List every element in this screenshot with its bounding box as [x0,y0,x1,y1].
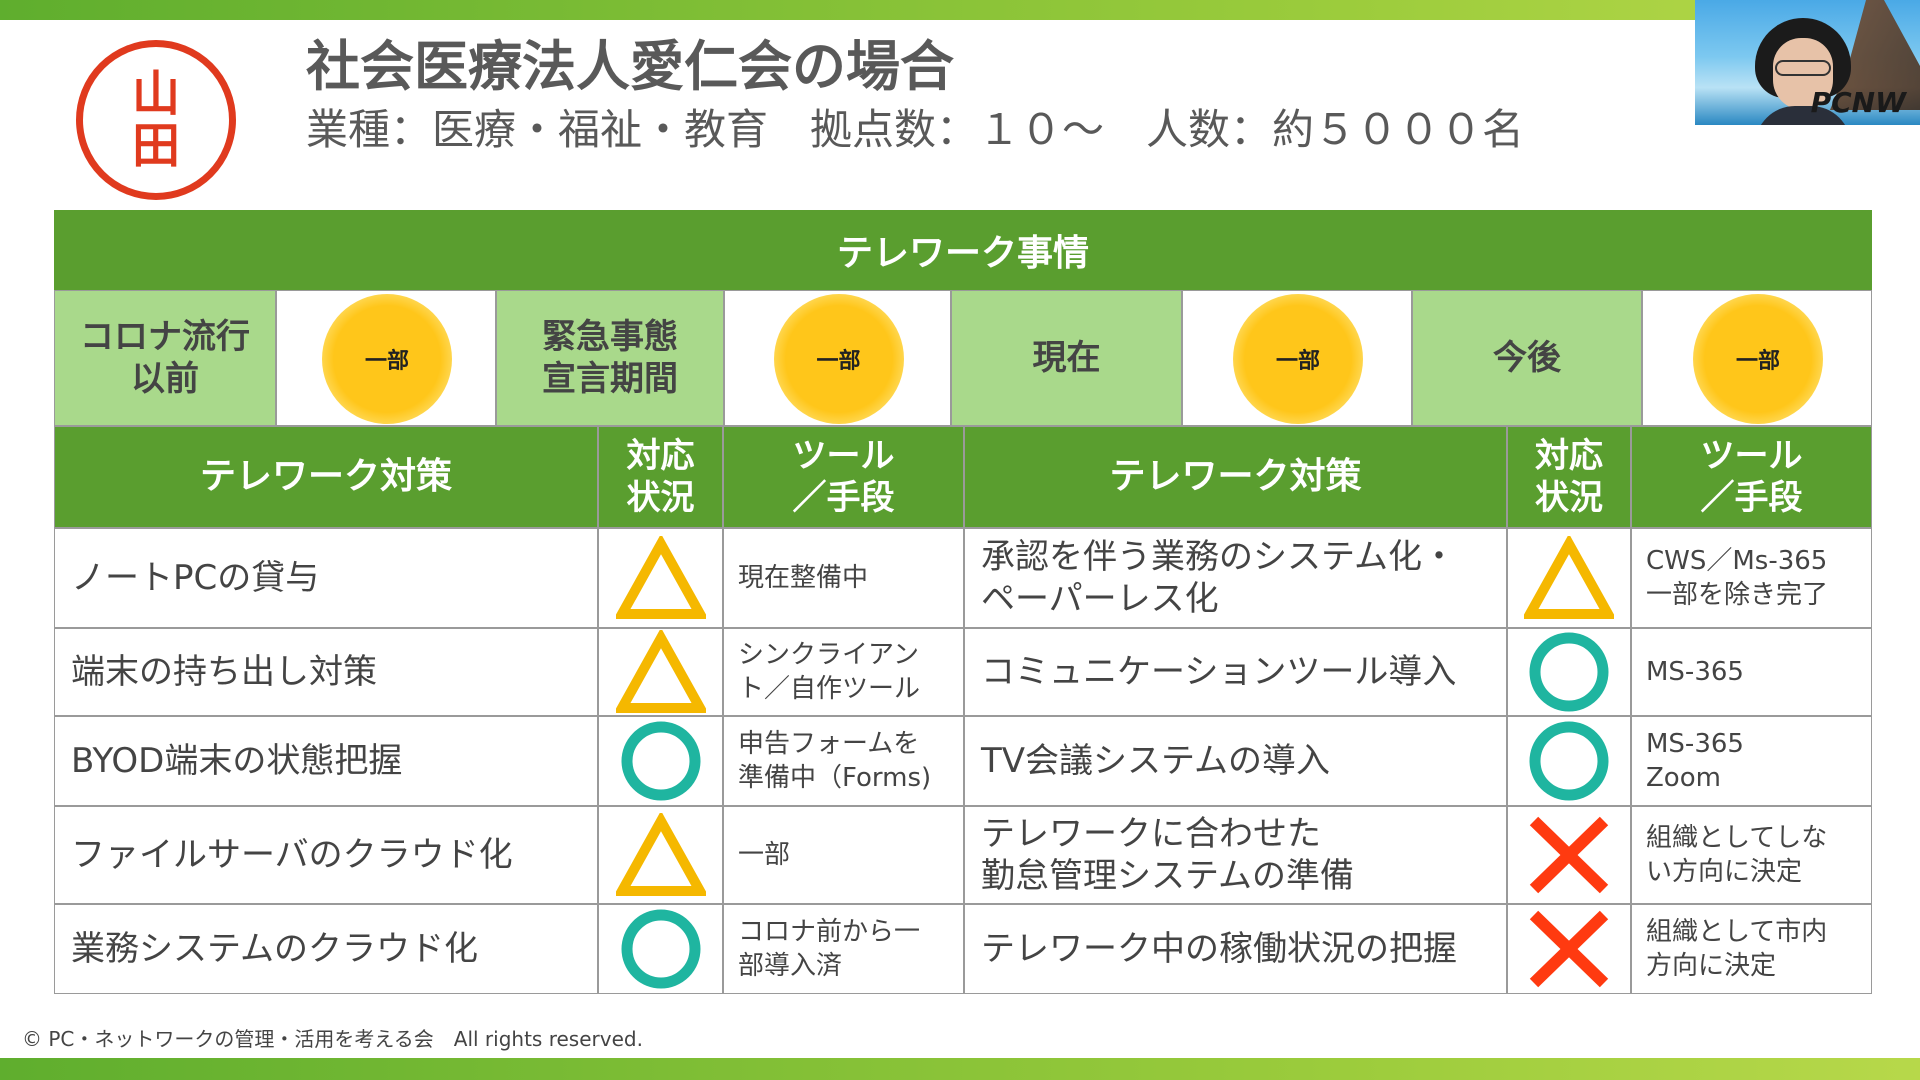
triangle-mark-icon [615,813,706,896]
tool-text: 申告フォームを 準備中（Forms) [723,716,964,806]
status-mark-cell [598,628,723,716]
column-header-status: 対応 状況 [1507,426,1631,528]
measure-text: TV会議システムの導入 [964,716,1507,806]
triangle-mark-icon [1524,536,1614,619]
telework-status-header: テレワーク事情 [54,210,1872,290]
column-header-measure: テレワーク対策 [54,426,598,528]
glasses [1775,60,1831,76]
tool-text: 組織として市内 方向に決定 [1631,904,1872,994]
status-sun-icon: 一部 [773,294,904,424]
presenter [1755,18,1851,125]
period-value-cell: 一部 [276,290,496,426]
column-header-tool: ツール ／手段 [723,426,964,528]
status-mark-cell [598,806,723,904]
measure-text: ノートPCの貸与 [54,528,598,628]
status-sun-icon: 一部 [1233,294,1363,424]
status-sun-icon: 一部 [322,294,452,424]
status-mark-cell [1507,806,1631,904]
measure-text: 端末の持ち出し対策 [54,628,598,716]
triangle-mark-icon [615,536,706,619]
circle-mark-icon [621,909,700,989]
tool-text: 組織としてしな い方向に決定 [1631,806,1872,904]
status-mark-cell [1507,528,1631,628]
cross-mark-icon [1529,816,1609,894]
period-label: 今後 [1412,290,1642,426]
period-value-cell: 一部 [1642,290,1872,426]
tool-text: コロナ前から一 部導入済 [723,904,964,994]
tool-text: MS-365 [1631,628,1872,716]
status-mark-cell [598,528,723,628]
top-accent-bar [0,0,1920,20]
measure-text: 承認を伴う業務のシステム化・ ペーパーレス化 [964,528,1507,628]
column-header-status: 対応 状況 [598,426,723,528]
tool-text: 現在整備中 [723,528,964,628]
measure-text: テレワーク中の稼働状況の把握 [964,904,1507,994]
column-header-tool: ツール ／手段 [1631,426,1872,528]
triangle-mark-icon [615,630,706,713]
cross-mark-icon [1529,910,1609,988]
circle-mark-icon [1529,721,1609,801]
status-mark-cell [1507,628,1631,716]
status-mark-cell [1507,904,1631,994]
measure-text: テレワークに合わせた 勤怠管理システムの準備 [964,806,1507,904]
tool-text: シンクライアン ト／自作ツール [723,628,964,716]
tool-text: 一部 [723,806,964,904]
period-label: 現在 [951,290,1182,426]
status-mark-cell [1507,716,1631,806]
measure-text: BYOD端末の状態把握 [54,716,598,806]
circle-mark-icon [621,721,700,801]
copyright-footer: © PC・ネットワークの管理・活用を考える会 All rights reserv… [22,1027,643,1051]
period-label: 緊急事態 宣言期間 [496,290,724,426]
tool-text: CWS／Ms-365 一部を除き完了 [1631,528,1872,628]
bottom-accent-bar [0,1058,1920,1080]
webcam-video: PCNW [1695,0,1920,125]
seal-char-2: 田 [131,118,180,174]
measure-text: コミュニケーションツール導入 [964,628,1507,716]
measure-text: ファイルサーバのクラウド化 [54,806,598,904]
slide-title: 社会医療法人愛仁会の場合 [306,35,954,98]
circle-mark-icon [1529,632,1609,712]
status-mark-cell [598,716,723,806]
webcam-logo: PCNW [1810,86,1906,119]
tool-text: MS-365 Zoom [1631,716,1872,806]
yamada-seal: 山 田 [76,40,236,200]
column-header-measure: テレワーク対策 [964,426,1507,528]
slide-subtitle: 業種：医療・福祉・教育 拠点数：１０～ 人数：約５０００名 [306,105,1525,154]
seal-char-1: 山 [131,66,180,122]
status-mark-cell [598,904,723,994]
period-value-cell: 一部 [724,290,951,426]
status-sun-icon: 一部 [1693,294,1823,424]
measure-text: 業務システムのクラウド化 [54,904,598,994]
period-value-cell: 一部 [1182,290,1412,426]
period-label: コロナ流行 以前 [54,290,276,426]
